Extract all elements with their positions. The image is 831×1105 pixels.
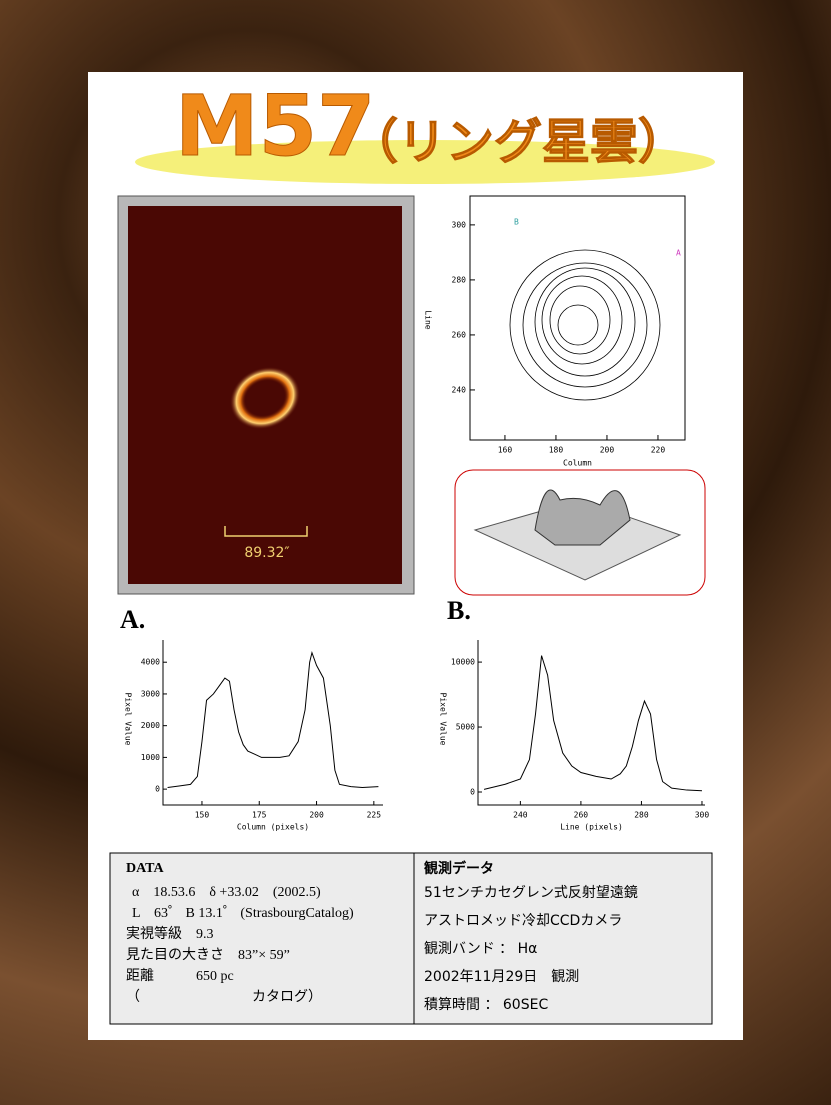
x-tick-label: 175 [252, 811, 267, 820]
x-tick-label: 180 [549, 446, 564, 455]
contour-frame [469, 195, 686, 441]
x-tick-label: 160 [498, 446, 513, 455]
panel-label: A. [120, 605, 145, 634]
box-line: 距離 650 pc [126, 967, 234, 984]
surface-peaks [534, 489, 631, 546]
marker-label: B [514, 218, 519, 227]
x-tick-label: 150 [195, 811, 210, 820]
y-tick-label: 2000 [141, 721, 160, 730]
y-tick-label: 300 [452, 220, 467, 229]
title: M57 [175, 77, 375, 175]
box-line: 実視等級 9.3 [126, 925, 214, 942]
x-tick-label: 260 [574, 811, 589, 820]
box-line: （ カタログ） [126, 989, 322, 1005]
y-tick-label: 4000 [141, 658, 160, 667]
y-tick-label: 3000 [141, 689, 160, 698]
x-axis-label: Column [563, 459, 592, 468]
y-tick-label: 5000 [456, 723, 475, 732]
y-tick-label: 0 [155, 785, 160, 794]
scale-bar [224, 526, 308, 537]
contours [509, 249, 661, 401]
y-tick-label: 1000 [141, 753, 160, 762]
info-table [109, 852, 713, 1025]
y-axis-label: Pixel Value [439, 693, 448, 746]
box-heading: 観測データ [424, 860, 494, 877]
box-line: 2002年11月29日 観測 [424, 968, 579, 985]
x-tick-label: 220 [651, 446, 666, 455]
y-tick-label: 240 [452, 385, 467, 394]
box-line: α 18.53.6 δ +33.02 (2002.5) [132, 885, 321, 900]
profile-line [167, 650, 379, 789]
box-line: 観測バンド ： Hα [424, 940, 537, 957]
box-line: アストロメッド冷却CCDカメラ [424, 913, 622, 929]
panel-label: B. [447, 596, 471, 625]
subtitle: （リング星雲） [350, 114, 686, 170]
scale-label: 89.32″ [244, 545, 289, 561]
profile-line [483, 655, 702, 792]
x-tick-label: 200 [600, 446, 615, 455]
ring-nebula [229, 366, 301, 430]
axes [162, 640, 383, 806]
y-tick-label: 0 [470, 788, 475, 797]
x-tick-label: 240 [513, 811, 528, 820]
box-line: 見た目の大きさ 83”× 59” [126, 947, 290, 963]
axes [477, 640, 705, 806]
box-line: 積算時間 ： 60SEC [424, 997, 548, 1013]
title-ellipse [135, 140, 715, 184]
box-heading: DATA [126, 861, 164, 876]
x-axis-label: Line (pixels) [560, 823, 623, 832]
x-tick-label: 300 [695, 811, 710, 820]
x-tick-label: 200 [309, 811, 324, 820]
y-tick-label: 260 [452, 330, 467, 339]
y-axis-label: Line [424, 310, 433, 329]
x-tick-label: 280 [634, 811, 649, 820]
y-tick-label: 280 [452, 275, 467, 284]
marker-label: A [676, 249, 681, 258]
y-tick-label: 10000 [451, 658, 475, 667]
box-line: 51センチカセグレン式反射望遠鏡 [424, 885, 638, 901]
x-tick-label: 225 [367, 811, 382, 820]
surface-frame [454, 469, 706, 596]
x-axis-label: Column (pixels) [237, 823, 309, 832]
box-line: L 63゜ B 13.1゜ (StrasbourgCatalog) [132, 905, 354, 921]
y-axis-label: Pixel Value [124, 693, 133, 746]
